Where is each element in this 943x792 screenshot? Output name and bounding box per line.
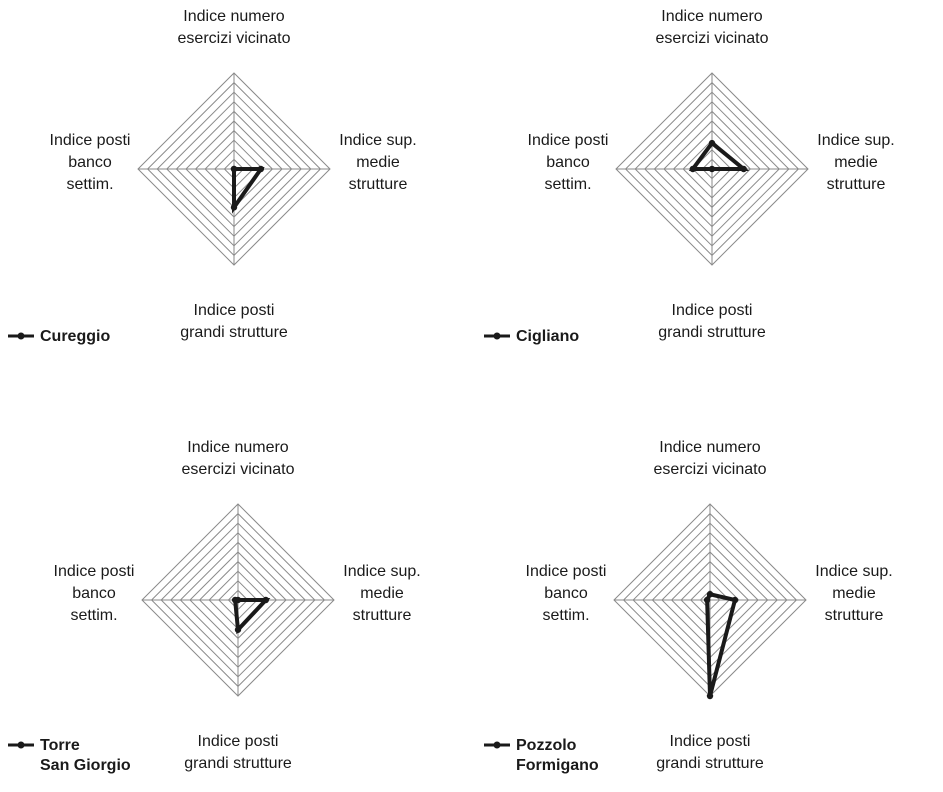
axis-label-left-line: Indice posti <box>528 132 609 149</box>
data-point <box>230 204 238 211</box>
axis-label-right-line: medie <box>832 585 876 602</box>
data-point <box>703 596 711 604</box>
axis-label-bottom: Indice posti grandi strutture <box>180 302 288 341</box>
axis-label-bottom-line: grandi strutture <box>184 755 292 772</box>
axis-label-right-line: medie <box>834 154 878 171</box>
legend: Cigliano <box>484 328 579 345</box>
axis-label-bottom: Indice posti grandi strutture <box>656 733 764 772</box>
axis-label-bottom-line: grandi strutture <box>656 755 764 772</box>
axis-label-right-line: strutture <box>825 607 884 624</box>
axis-label-bottom-line: grandi strutture <box>180 324 288 341</box>
axis-label-left-line: settim. <box>542 607 589 624</box>
axis-label-right: Indice sup. medie strutture <box>339 132 416 193</box>
legend-label: Cigliano <box>516 328 579 345</box>
axis-label-bottom-line: grandi strutture <box>658 324 766 341</box>
legend-label-line: Pozzolo <box>516 737 577 754</box>
data-point <box>731 596 739 604</box>
radar-chart-2: Indice numero esercizi vicinato Indice sup… <box>484 8 895 345</box>
axis-label-bottom: Indice posti grandi strutture <box>184 733 292 772</box>
axis-label-left: Indice posti banco settim. <box>526 563 607 624</box>
data-point <box>257 165 265 173</box>
axis-label-right-line: strutture <box>827 176 886 193</box>
axis-label-right-line: strutture <box>349 176 408 193</box>
legend-label: Cureggio <box>40 328 110 345</box>
series-line <box>232 167 265 214</box>
axis-label-top-line: Indice numero <box>659 439 760 456</box>
axis-label-top-line: esercizi vicinato <box>654 461 767 478</box>
data-point <box>708 139 716 147</box>
axis-label-left: Indice posti banco settim. <box>54 563 135 624</box>
series-line <box>705 591 738 697</box>
data-point <box>706 591 714 598</box>
legend-label-line: Cigliano <box>516 328 579 345</box>
legend-marker-icon <box>17 332 25 340</box>
data-point <box>231 596 239 604</box>
axis-label-top-line: Indice numero <box>183 8 284 25</box>
axis-label-right: Indice sup. medie strutture <box>815 563 892 624</box>
axis-label-top-line: esercizi vicinato <box>656 30 769 47</box>
axis-label-bottom-line: Indice posti <box>198 733 279 750</box>
radar-chart-1: Indice numero esercizi vicinato Indice sup… <box>8 8 417 345</box>
axis-label-left-line: banco <box>546 154 590 171</box>
axis-label-right-line: Indice sup. <box>815 563 892 580</box>
radar-chart-3: Indice numero esercizi vicinato Indice sup… <box>8 439 421 774</box>
legend-label-line: San Giorgio <box>40 757 131 774</box>
legend-marker-icon <box>493 741 501 749</box>
data-point <box>230 165 238 173</box>
legend: Torre San Giorgio <box>8 737 131 774</box>
axis-label-left-line: settim. <box>544 176 591 193</box>
legend: Pozzolo Formigano <box>484 737 599 774</box>
data-point <box>706 692 714 700</box>
axis-label-left-line: settim. <box>70 607 117 624</box>
axis-label-right: Indice sup. medie strutture <box>343 563 420 624</box>
legend-marker-icon <box>493 332 501 340</box>
axis-label-right-line: medie <box>356 154 400 171</box>
axis-label-top-line: esercizi vicinato <box>178 30 291 47</box>
legend-label-line: Formigano <box>516 757 599 774</box>
axis-label-right-line: Indice sup. <box>817 132 894 149</box>
axis-label-top: Indice numero esercizi vicinato <box>654 439 767 478</box>
axis-label-left-line: banco <box>544 585 588 602</box>
axis-label-top-line: Indice numero <box>187 439 288 456</box>
legend-label: Torre San Giorgio <box>40 737 131 774</box>
axis-label-left-line: Indice posti <box>54 563 135 580</box>
axis-label-left: Indice posti banco settim. <box>50 132 131 193</box>
legend-marker-icon <box>17 741 25 749</box>
axis-label-left-line: Indice posti <box>526 563 607 580</box>
axis-label-right-line: Indice sup. <box>339 132 416 149</box>
axis-label-right-line: Indice sup. <box>343 563 420 580</box>
axis-label-top: Indice numero esercizi vicinato <box>182 439 295 478</box>
legend-label: Pozzolo Formigano <box>516 737 599 774</box>
legend: Cureggio <box>8 328 110 345</box>
axis-label-right: Indice sup. medie strutture <box>817 132 894 193</box>
axis-label-top-line: esercizi vicinato <box>182 461 295 478</box>
legend-label-line: Torre <box>40 737 80 754</box>
axis-label-left-line: Indice posti <box>50 132 131 149</box>
axis-label-top: Indice numero esercizi vicinato <box>656 8 769 47</box>
axis-label-left-line: settim. <box>66 176 113 193</box>
data-point <box>740 165 747 173</box>
data-point <box>689 165 696 173</box>
radar-chart-4: Indice numero esercizi vicinato Indice sup… <box>484 439 893 774</box>
axis-label-right-line: medie <box>360 585 404 602</box>
axis-label-left: Indice posti banco settim. <box>528 132 609 193</box>
axis-label-left-line: banco <box>72 585 116 602</box>
data-point <box>262 596 270 604</box>
axis-label-bottom-line: Indice posti <box>194 302 275 319</box>
axis-label-left-line: banco <box>68 154 112 171</box>
axis-label-bottom-line: Indice posti <box>672 302 753 319</box>
axis-label-bottom: Indice posti grandi strutture <box>658 302 766 341</box>
axis-label-right-line: strutture <box>353 607 412 624</box>
axis-label-top-line: Indice numero <box>661 8 762 25</box>
axis-label-bottom-line: Indice posti <box>670 733 751 750</box>
data-point <box>708 165 716 173</box>
axis-label-top: Indice numero esercizi vicinato <box>178 8 291 47</box>
legend-label-line: Cureggio <box>40 328 110 345</box>
data-point <box>234 626 242 633</box>
